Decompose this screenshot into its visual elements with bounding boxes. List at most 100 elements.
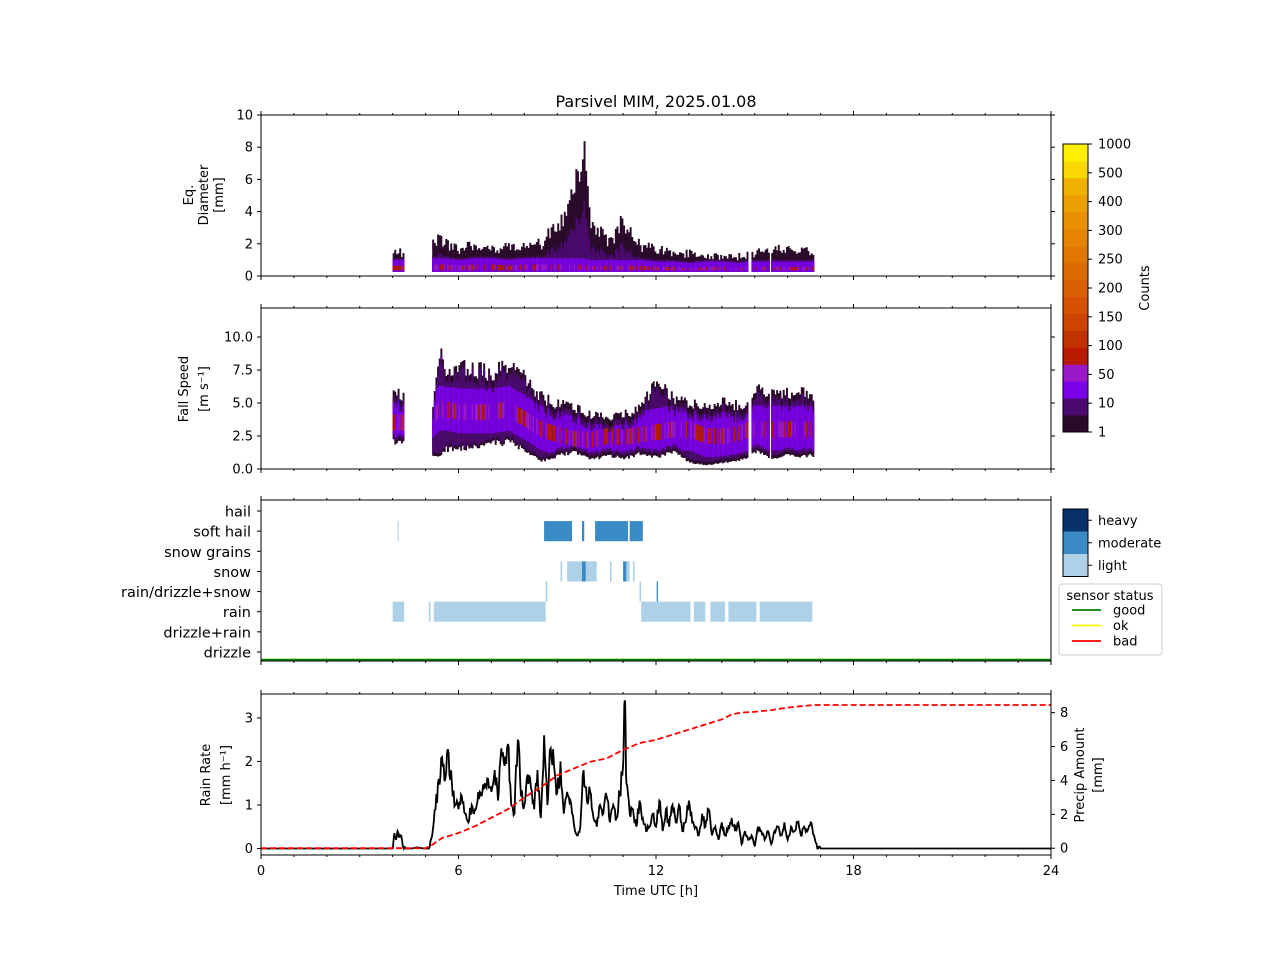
heatmap-cell: [702, 261, 705, 272]
heatmap-cell: [654, 266, 657, 271]
heatmap-cell: [537, 238, 540, 272]
heatmap-cell: [669, 261, 672, 272]
heatmap-cell: [715, 261, 718, 272]
heatmap-cell: [562, 412, 565, 448]
heatmap-cell: [465, 404, 468, 421]
heatmap-cell: [644, 266, 647, 271]
heatmap-cell: [585, 218, 588, 272]
heatmap-cell: [754, 261, 757, 272]
heatmap-cell: [481, 258, 484, 272]
heatmap-cell: [502, 265, 505, 271]
diameter-ylabel-line1: Eq.: [182, 185, 197, 206]
heatmap-cell: [665, 266, 668, 271]
heatmap-cell: [601, 259, 604, 272]
heatmap-cell: [652, 246, 655, 272]
heatmap-cell: [700, 426, 703, 442]
heatmap-cell: [754, 266, 757, 271]
heatmap-cell: [735, 262, 737, 272]
heatmap-cell: [552, 258, 555, 272]
heatmap-cell: [675, 261, 678, 272]
heatmap-cell: [598, 259, 601, 272]
heatmap-cell: [700, 267, 703, 271]
heatmap-cell: [435, 264, 438, 271]
heatmap-cell: [683, 409, 686, 451]
precip-type-cell: [560, 561, 563, 582]
heatmap-cell: [450, 387, 453, 432]
heatmap-cell: [685, 249, 688, 272]
heatmap-cell: [593, 265, 596, 271]
y-tick-label: 1: [245, 798, 253, 813]
heatmap-cell: [402, 265, 405, 271]
heatmap-cell: [626, 259, 629, 272]
heatmap-cell: [448, 402, 451, 419]
heatmap-cell: [466, 242, 469, 272]
heatmap-cell: [670, 421, 673, 438]
heatmap-cell: [460, 265, 463, 271]
heatmap-cell: [451, 403, 454, 419]
heatmap-cell: [535, 418, 538, 435]
heatmap-cell: [496, 258, 499, 272]
heatmap-cell: [611, 237, 614, 272]
heatmap-cell: [790, 266, 793, 271]
heatmap-cell: [603, 428, 606, 445]
heatmap-cell: [585, 431, 588, 448]
heatmap-cell: [570, 415, 573, 446]
heatmap-cell: [746, 422, 749, 438]
heatmap-cell: [433, 402, 436, 436]
heatmap-cell: [545, 264, 548, 271]
heatmap-cell: [435, 404, 438, 421]
heatmap-cell: [461, 265, 464, 271]
heatmap-cell: [632, 240, 635, 272]
heatmap-cell: [493, 392, 496, 434]
x-tick-label: 18: [845, 864, 862, 879]
heatmap-cell: [504, 259, 507, 272]
heatmap-cell: [690, 268, 693, 271]
heatmap-cell: [812, 261, 815, 272]
heatmap-cell: [525, 264, 528, 271]
heatmap-cell: [631, 265, 634, 271]
heatmap-cell: [807, 410, 810, 449]
heatmap-cell: [674, 261, 677, 272]
heatmap-cell: [672, 261, 675, 272]
heatmap-cell: [563, 240, 566, 272]
heatmap-cell: [509, 386, 512, 432]
heatmap-cell: [544, 412, 547, 452]
heatmap-cell: [805, 247, 808, 272]
heatmap-cell: [524, 264, 527, 271]
heatmap-cell: [488, 404, 491, 421]
heatmap-cell: [700, 261, 703, 272]
heatmap-cell: [489, 388, 492, 434]
heatmap-cell: [619, 242, 622, 272]
heatmap-cell: [581, 431, 584, 448]
status-label-good: good: [1113, 604, 1145, 619]
diameter-heatmap: [392, 141, 815, 272]
heatmap-cell: [590, 259, 593, 272]
heatmap-cell: [774, 266, 777, 271]
heatmap-cell: [777, 244, 780, 272]
y-tick-label: 0: [245, 270, 253, 285]
heatmap-cell: [680, 421, 683, 438]
heatmap-cell: [758, 405, 760, 445]
heatmap-cell: [565, 258, 568, 272]
heatmap-cell: [713, 261, 716, 272]
heatmap-cell: [687, 262, 690, 272]
heatmap-cell: [726, 427, 729, 444]
heatmap-cell: [588, 238, 591, 272]
heatmap-cell: [792, 261, 795, 272]
heatmap-cell: [570, 228, 573, 272]
precip-type-cell: [433, 601, 546, 622]
heatmap-cell: [549, 424, 551, 440]
heatmap-cell: [802, 266, 805, 271]
heatmap-cell: [647, 242, 650, 272]
rain-rate-ylabel-line2: [mm h⁻¹]: [219, 745, 234, 805]
heatmap-cell: [767, 261, 770, 272]
heatmap-cell: [509, 265, 512, 271]
y-tick-label: 10.0: [224, 331, 253, 346]
heatmap-cell: [504, 386, 507, 432]
heatmap-cell: [591, 246, 594, 272]
colorbar-segment: [1063, 330, 1088, 348]
heatmap-cell: [809, 266, 812, 271]
y-tick-label: 2.5: [232, 430, 253, 445]
category-label: rain: [223, 605, 251, 621]
heatmap-cell: [537, 264, 540, 271]
